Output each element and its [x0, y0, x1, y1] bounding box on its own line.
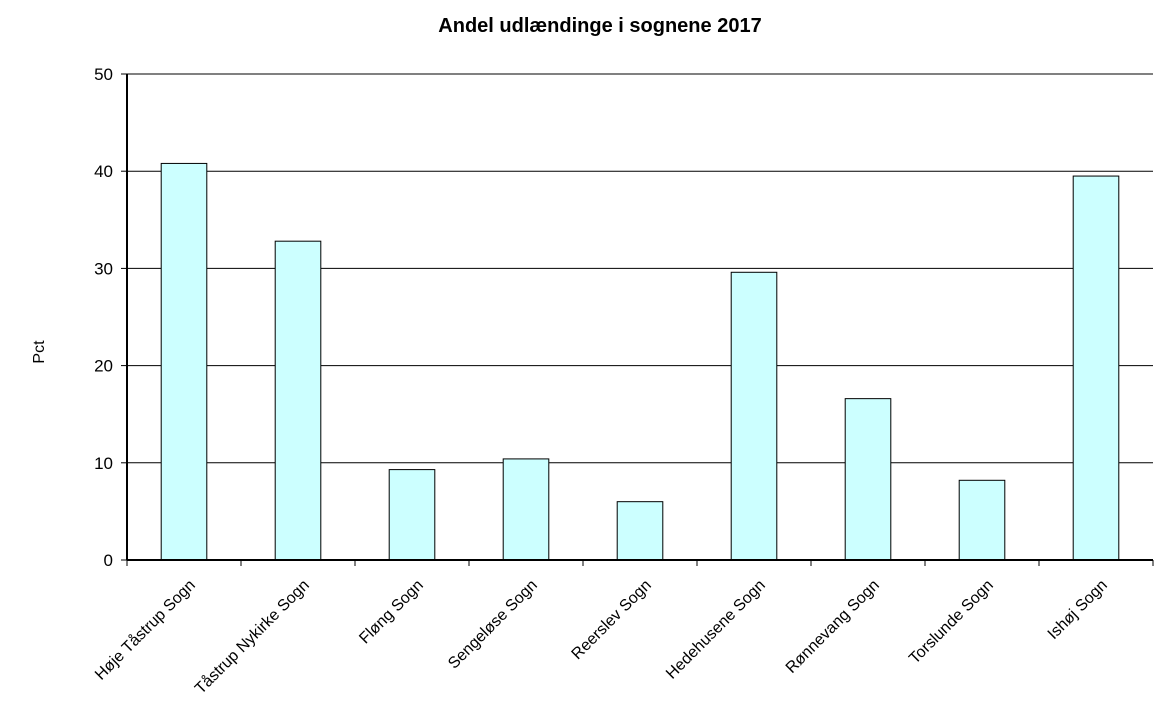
x-tick-label: Tåstrup Nykirke Sogn: [191, 576, 313, 698]
bar: [274, 240, 322, 561]
x-tick-label: Høje Tåstrup Sogn: [91, 576, 198, 683]
y-tick-label: 30: [94, 259, 113, 278]
x-tick-label: Fløng Sogn: [356, 577, 427, 648]
y-tick-label: 10: [94, 454, 113, 473]
x-tick-label: Rønnevang Sogn: [783, 577, 883, 677]
bar: [958, 479, 1006, 561]
x-tick-label: Sengeløse Sogn: [445, 577, 541, 673]
y-tick-label: 20: [94, 357, 113, 376]
bar: [388, 469, 436, 561]
bar: [502, 458, 550, 561]
bar: [730, 271, 778, 561]
bar: [160, 162, 208, 561]
y-tick-label: 40: [94, 162, 113, 181]
y-tick-labels: 0 10 20 30 40 50: [94, 65, 113, 570]
bar: [1072, 175, 1120, 561]
y-tick-label: 50: [94, 65, 113, 84]
bar: [616, 501, 664, 561]
bar: [844, 398, 892, 561]
y-axis-label: Pct: [31, 340, 48, 364]
chart-title: Andel udlændinge i sognene 2017: [438, 15, 761, 37]
x-tick-label: Reerslev Sogn: [569, 577, 655, 663]
x-tick-label: Hedehusene Sogn: [663, 577, 769, 683]
axes: [121, 73, 1154, 566]
x-tick-label: Ishøj Sogn: [1045, 577, 1111, 643]
x-tick-label: Torslunde Sogn: [906, 577, 997, 668]
bars: [160, 162, 1120, 561]
y-tick-label: 0: [104, 551, 113, 570]
